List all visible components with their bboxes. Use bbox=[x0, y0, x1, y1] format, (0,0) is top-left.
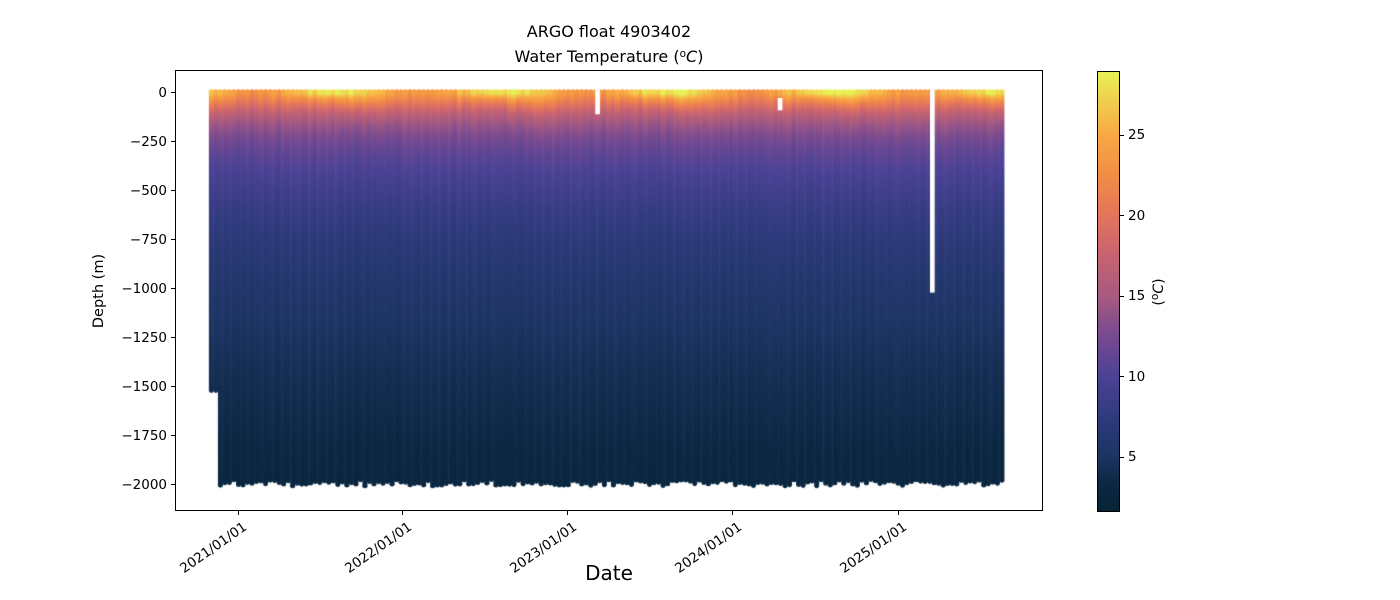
x-tick-mark bbox=[567, 511, 569, 515]
x-tick-mark bbox=[237, 511, 239, 515]
y-tick-mark bbox=[171, 92, 175, 94]
colorbar-tick-label: 10 bbox=[1128, 368, 1146, 385]
y-tick-label: −1250 bbox=[121, 329, 167, 346]
x-tick-label: 2023/01/01 bbox=[507, 519, 580, 577]
plot-subtitle: Water Temperature (oC) bbox=[514, 47, 704, 66]
x-tick-mark bbox=[402, 511, 404, 515]
colorbar-tick-mark bbox=[1120, 295, 1124, 297]
y-tick-label: −1000 bbox=[121, 280, 167, 297]
figure-titles: ARGO float 4903402 Water Temperature (oC… bbox=[175, 20, 1043, 68]
y-tick-mark bbox=[171, 337, 175, 339]
colorbar-tick-mark bbox=[1120, 376, 1124, 378]
x-tick-label: 2024/01/01 bbox=[671, 519, 745, 577]
y-tick-label: −1500 bbox=[121, 378, 167, 395]
colorbar-tick-label: 25 bbox=[1128, 127, 1146, 144]
y-tick-mark bbox=[171, 141, 175, 143]
y-tick-label: −750 bbox=[129, 231, 167, 248]
colorbar-tick-mark bbox=[1120, 134, 1124, 136]
colorbar-tick-mark bbox=[1120, 456, 1124, 458]
x-tick-label: 2025/01/01 bbox=[837, 519, 911, 577]
y-tick-label: −250 bbox=[129, 133, 167, 150]
plot-title: ARGO float 4903402 bbox=[526, 22, 692, 41]
colorbar-tick-label: 20 bbox=[1128, 207, 1146, 224]
colorbar-tick-label: 5 bbox=[1128, 449, 1137, 466]
y-tick-mark bbox=[171, 484, 175, 486]
y-tick-mark bbox=[171, 435, 175, 437]
y-tick-label: 0 bbox=[158, 84, 167, 101]
y-tick-label: −2000 bbox=[121, 476, 167, 493]
x-tick-mark bbox=[897, 511, 899, 515]
y-tick-mark bbox=[171, 288, 175, 290]
colorbar-tick-mark bbox=[1120, 215, 1124, 217]
x-axis-label: Date bbox=[585, 561, 633, 585]
y-tick-mark bbox=[171, 386, 175, 388]
x-tick-label: 2021/01/01 bbox=[177, 519, 251, 577]
y-tick-mark bbox=[171, 190, 175, 192]
y-axis-label: Depth (m) bbox=[91, 253, 107, 329]
y-tick-mark bbox=[171, 239, 175, 241]
colorbar-label: (oC) bbox=[1149, 278, 1167, 306]
y-tick-label: −500 bbox=[129, 182, 167, 199]
heatmap-canvas bbox=[175, 70, 1043, 511]
colorbar-tick-label: 15 bbox=[1128, 288, 1146, 305]
y-tick-label: −1750 bbox=[121, 427, 167, 444]
x-tick-mark bbox=[732, 511, 734, 515]
x-tick-label: 2022/01/01 bbox=[342, 519, 416, 577]
colorbar-canvas bbox=[1097, 71, 1120, 512]
